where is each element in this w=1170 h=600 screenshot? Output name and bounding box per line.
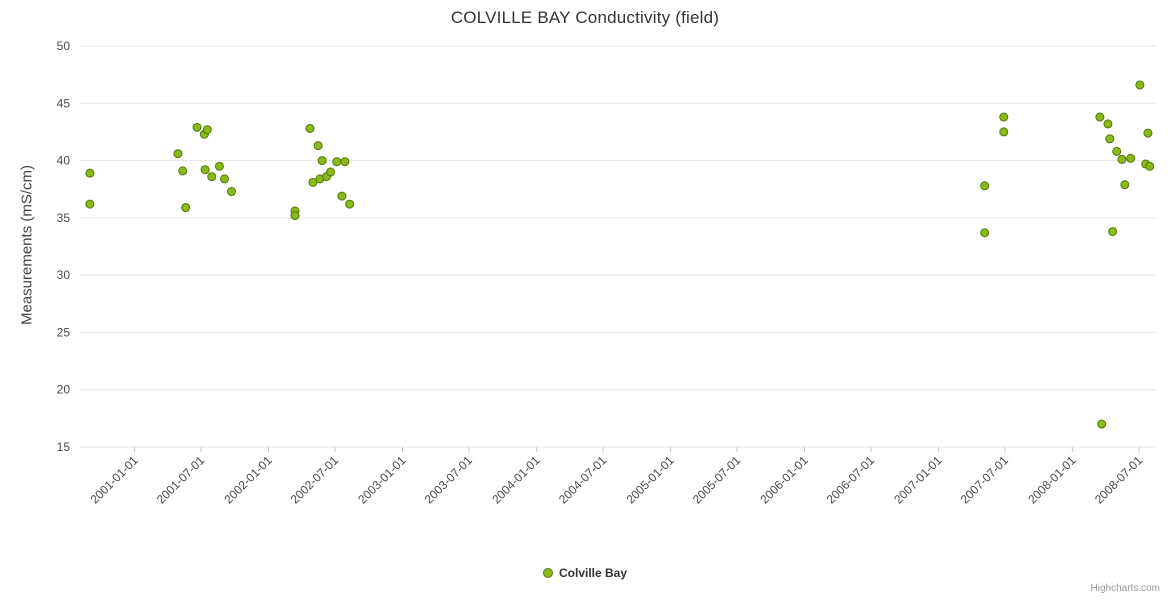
- data-point[interactable]: [1103, 119, 1113, 129]
- y-axis-tick-label: 15: [57, 440, 71, 454]
- x-axis-tick-label: 2001-01-01: [87, 453, 141, 507]
- legend: Colville Bay: [542, 566, 628, 580]
- x-axis-tick-label: 2004-07-01: [556, 453, 610, 507]
- data-point[interactable]: [178, 166, 188, 176]
- series-marker-icon: [542, 568, 553, 578]
- data-point[interactable]: [1145, 161, 1155, 171]
- y-axis-tick-label: 40: [57, 154, 71, 168]
- data-point[interactable]: [317, 156, 327, 166]
- x-axis-tick-label: 2005-07-01: [690, 453, 744, 507]
- data-point[interactable]: [1117, 154, 1127, 164]
- y-axis-tick-label: 25: [57, 325, 71, 339]
- data-point[interactable]: [999, 112, 1009, 122]
- data-point[interactable]: [1097, 419, 1107, 429]
- data-point[interactable]: [192, 122, 202, 132]
- x-axis-tick-label: 2003-01-01: [355, 453, 409, 507]
- y-axis-tick-label: 35: [57, 211, 71, 225]
- data-point[interactable]: [1126, 153, 1136, 163]
- data-point[interactable]: [202, 125, 212, 135]
- data-point[interactable]: [1135, 80, 1145, 90]
- data-point[interactable]: [173, 149, 183, 159]
- x-axis-tick-label: 2002-01-01: [221, 453, 275, 507]
- x-axis-tick-label: 2008-01-01: [1025, 453, 1079, 507]
- credits-link[interactable]: Highcharts.com: [1090, 583, 1160, 594]
- x-axis-tick-label: 2006-07-01: [824, 453, 878, 507]
- data-point[interactable]: [1095, 112, 1105, 122]
- data-point[interactable]: [1108, 227, 1118, 237]
- data-point[interactable]: [85, 168, 95, 178]
- data-point[interactable]: [345, 199, 355, 209]
- x-axis-tick-label: 2002-07-01: [288, 453, 342, 507]
- data-point[interactable]: [337, 191, 347, 201]
- data-point[interactable]: [1112, 146, 1122, 156]
- data-point[interactable]: [999, 127, 1009, 137]
- legend-item-colville-bay[interactable]: Colville Bay: [542, 566, 628, 580]
- data-point[interactable]: [326, 167, 336, 177]
- y-axis-tick-label: 45: [57, 96, 71, 110]
- y-axis-tick-label: 30: [57, 268, 71, 282]
- data-point[interactable]: [290, 211, 300, 221]
- data-point[interactable]: [313, 141, 323, 151]
- data-point[interactable]: [220, 174, 230, 184]
- data-point[interactable]: [214, 161, 224, 171]
- x-axis-tick-label: 2004-01-01: [489, 453, 543, 507]
- data-point[interactable]: [340, 157, 350, 167]
- y-axis-tick-label: 50: [57, 39, 71, 53]
- data-point[interactable]: [980, 228, 990, 238]
- data-point[interactable]: [200, 165, 210, 175]
- data-point[interactable]: [332, 157, 342, 167]
- data-point[interactable]: [1120, 180, 1130, 190]
- data-point[interactable]: [227, 187, 237, 197]
- chart-title: COLVILLE BAY Conductivity (field): [450, 8, 720, 27]
- data-point[interactable]: [1105, 134, 1115, 144]
- x-axis-tick-label: 2007-07-01: [958, 453, 1012, 507]
- legend-label: Colville Bay: [558, 566, 628, 580]
- x-axis-tick-label: 2007-01-01: [891, 453, 945, 507]
- x-axis-tick-label: 2005-01-01: [623, 453, 677, 507]
- data-point[interactable]: [181, 203, 191, 213]
- x-axis-tick-label: 2006-01-01: [757, 453, 811, 507]
- data-point[interactable]: [980, 181, 990, 191]
- data-point[interactable]: [85, 199, 95, 209]
- x-axis-tick-label: 2001-07-01: [154, 453, 208, 507]
- data-point[interactable]: [308, 177, 318, 187]
- data-point[interactable]: [305, 123, 315, 133]
- data-point[interactable]: [1143, 128, 1153, 138]
- x-axis-tick-label: 2003-07-01: [422, 453, 476, 507]
- y-axis-tick-label: 20: [57, 383, 71, 397]
- data-point[interactable]: [207, 172, 217, 182]
- x-axis-tick-label: 2008-07-01: [1092, 453, 1146, 507]
